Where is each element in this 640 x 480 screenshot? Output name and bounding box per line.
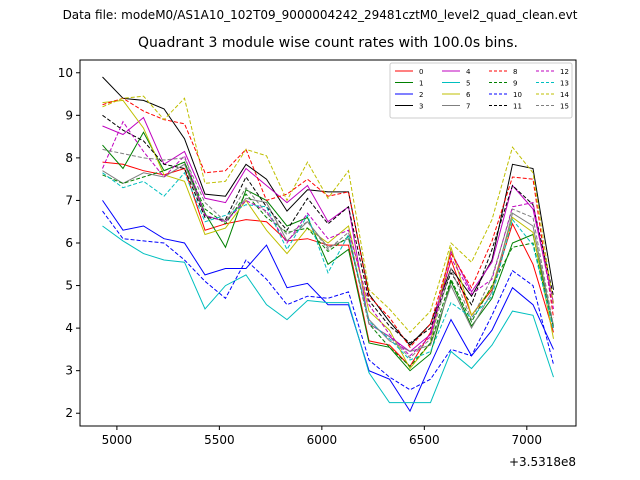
y-tick-label: 2 [65, 406, 73, 420]
y-tick-label: 5 [65, 279, 73, 293]
x-offset-label: +3.5318e8 [509, 455, 576, 469]
y-axis: 2 3 4 5 6 7 8 9 10 [58, 66, 80, 420]
x-tick-label: 6000 [307, 433, 338, 447]
y-tick-label: 4 [65, 321, 73, 335]
series-line-11 [102, 114, 554, 344]
figure-suptitle: Data file: modeM0/AS1A10_102T09_90000042… [62, 8, 578, 22]
x-tick-label: 5000 [102, 433, 133, 447]
legend-label-12: 12 [560, 68, 569, 76]
series-line-10 [102, 210, 554, 391]
series-line-15 [102, 148, 554, 359]
y-tick-label: 6 [65, 236, 73, 250]
series-line-8 [102, 97, 554, 349]
legend-label-9: 9 [513, 80, 517, 88]
chart-title: Quadrant 3 module wise count rates with … [138, 35, 518, 51]
x-tick-label: 7000 [512, 433, 543, 447]
legend-label-1: 1 [419, 80, 423, 88]
plot-lines [102, 76, 554, 413]
series-line-5 [102, 225, 554, 404]
y-tick-label: 3 [65, 364, 73, 378]
legend-label-3: 3 [419, 103, 423, 111]
legend-label-11: 11 [513, 103, 522, 111]
y-tick-label: 10 [58, 66, 73, 80]
series-line-2 [102, 200, 554, 413]
series-line-12 [102, 120, 554, 357]
x-tick-label: 6500 [409, 433, 440, 447]
legend-label-7: 7 [466, 103, 470, 111]
legend-label-13: 13 [560, 80, 569, 88]
legend-label-10: 10 [513, 91, 522, 99]
legend-label-15: 15 [560, 103, 569, 111]
series-line-14 [102, 95, 554, 334]
legend-label-2: 2 [419, 91, 423, 99]
legend-label-14: 14 [560, 91, 569, 99]
legend-box [389, 62, 573, 119]
series-line-4 [102, 116, 554, 353]
y-tick-label: 9 [65, 108, 73, 122]
series-line-7 [102, 163, 554, 353]
series-line-3 [102, 76, 554, 346]
legend-label-6: 6 [466, 91, 471, 99]
y-tick-label: 8 [65, 151, 73, 165]
series-line-9 [102, 161, 554, 368]
legend-label-5: 5 [466, 80, 470, 88]
legend-label-4: 4 [466, 68, 471, 76]
x-axis: 5000 5500 6000 6500 7000 [102, 426, 542, 447]
x-tick-label: 5500 [204, 433, 235, 447]
y-tick-label: 7 [65, 193, 73, 207]
series-line-13 [102, 171, 554, 361]
legend-label-8: 8 [513, 68, 517, 76]
legend-label-0: 0 [419, 68, 423, 76]
